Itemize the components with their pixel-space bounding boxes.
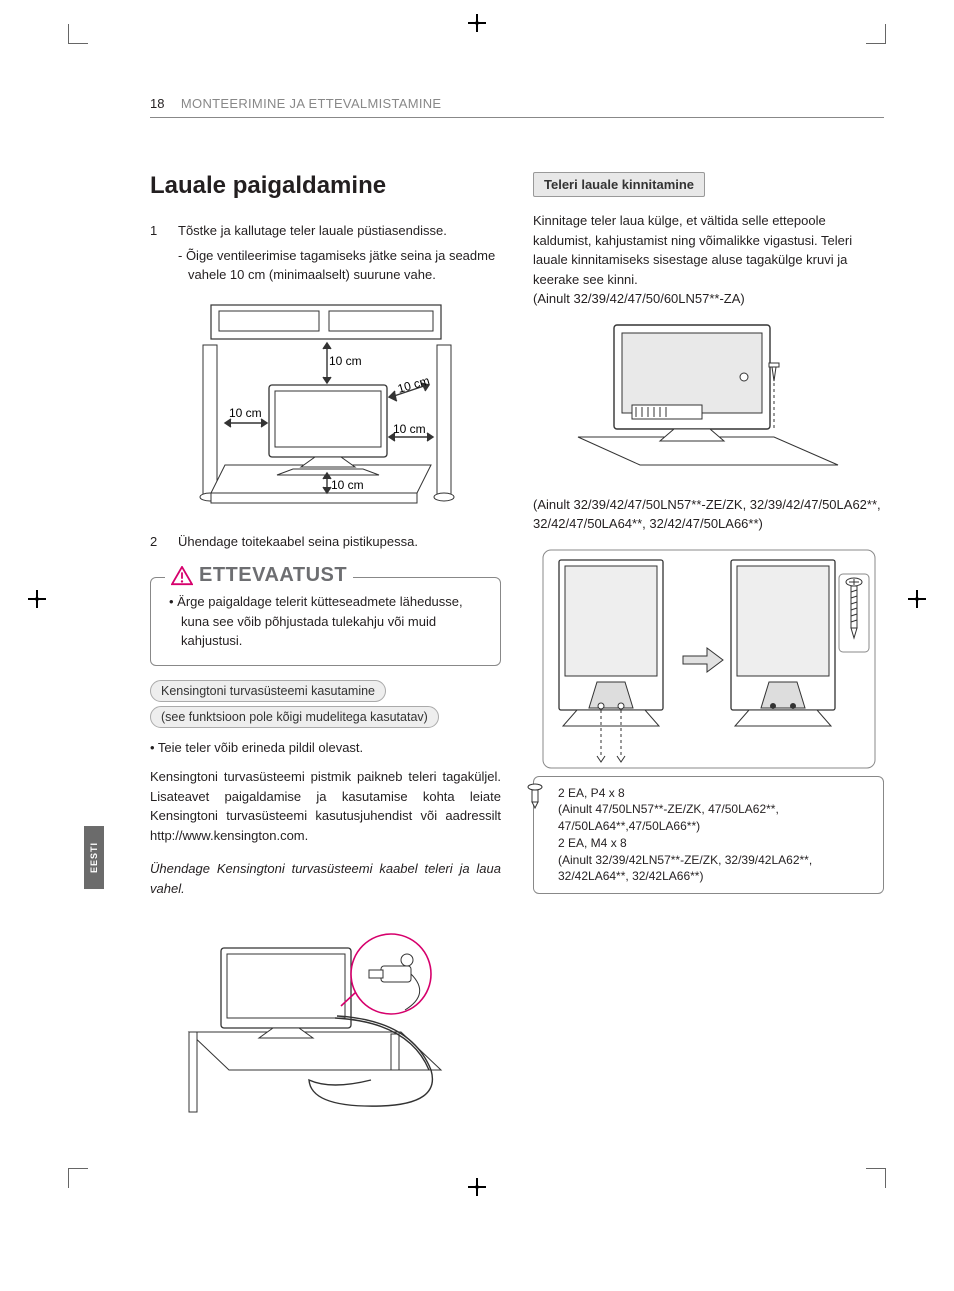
step-text: Ühendage toitekaabel seina pistikupessa. [178, 533, 418, 552]
caution-box: ETTEVAATUST • Ärge paigaldage telerit kü… [150, 577, 501, 666]
step-number: 1 [150, 222, 164, 241]
models-note-1: (Ainult 32/39/42/47/50/60LN57**-ZA) [533, 289, 884, 309]
section-title: MONTEERIMINE JA ETTEVALMISTAMINE [181, 96, 441, 111]
page-number: 18 [150, 96, 164, 111]
step-number: 2 [150, 533, 164, 552]
kensington-figure [150, 920, 501, 1120]
step-1: 1 Tõstke ja kallutage teler lauale püsti… [150, 222, 501, 241]
label-top: 10 cm [329, 354, 362, 368]
right-column: Teleri lauale kinnitamine Kinnitage tele… [533, 172, 884, 1138]
screw-spec-callout: 2 EA, P4 x 8 (Ainult 47/50LN57**-ZE/ZK, … [533, 776, 884, 895]
kensington-note: • Teie teler võib erineda pildil olevast… [150, 738, 501, 758]
kensington-cable-note: Ühendage Kensingtoni turvasüsteemi kaabe… [150, 859, 501, 898]
caution-title: ETTEVAATUST [199, 564, 347, 587]
spec-line: (Ainult 32/39/42LN57**-ZE/ZK, 32/39/42LA… [558, 852, 873, 886]
clearance-figure: 10 cm 10 cm 10 cm 10 cm 10 cm [150, 297, 501, 515]
label-bottom: 10 cm [331, 478, 364, 492]
left-column: Lauale paigaldamine 1 Tõstke ja kallutag… [150, 172, 501, 1138]
step-text: Tõstke ja kallutage teler lauale püstias… [178, 222, 447, 241]
main-heading: Lauale paigaldamine [150, 172, 501, 200]
warning-icon [171, 566, 193, 586]
kensington-paragraph: Kensingtoni turvasüsteemi pistmik paikne… [150, 767, 501, 845]
label-right-upper: 10 cm [395, 373, 430, 395]
mount-figure-1 [533, 317, 884, 477]
spec-line: 2 EA, P4 x 8 [558, 785, 873, 802]
right-subheading: Teleri lauale kinnitamine [533, 172, 705, 197]
mount-figure-2 [533, 546, 884, 776]
caution-text: • Ärge paigaldage telerit kütteseadmete … [169, 592, 486, 651]
step-2: 2 Ühendage toitekaabel seina pistikupess… [150, 533, 501, 552]
right-paragraph: Kinnitage teler laua külge, et vältida s… [533, 211, 884, 289]
subsection-pill-note: (see funktsioon pole kõigi mudelitega ka… [150, 706, 439, 728]
screw-icon [526, 783, 544, 809]
models-note-2: (Ainult 32/39/42/47/50LN57**-ZE/ZK, 32/3… [533, 495, 884, 534]
step-1-sub: - Õige ventileerimise tagamiseks jätke s… [160, 247, 501, 285]
label-right-lower: 10 cm [393, 422, 426, 436]
label-left: 10 cm [229, 406, 262, 420]
spec-line: (Ainult 47/50LN57**-ZE/ZK, 47/50LA62**, … [558, 801, 873, 835]
running-head: 18 MONTEERIMINE JA ETTEVALMISTAMINE [150, 95, 884, 118]
spec-line: 2 EA, M4 x 8 [558, 835, 873, 852]
subsection-pill: Kensingtoni turvasüsteemi kasutamine [150, 680, 386, 702]
